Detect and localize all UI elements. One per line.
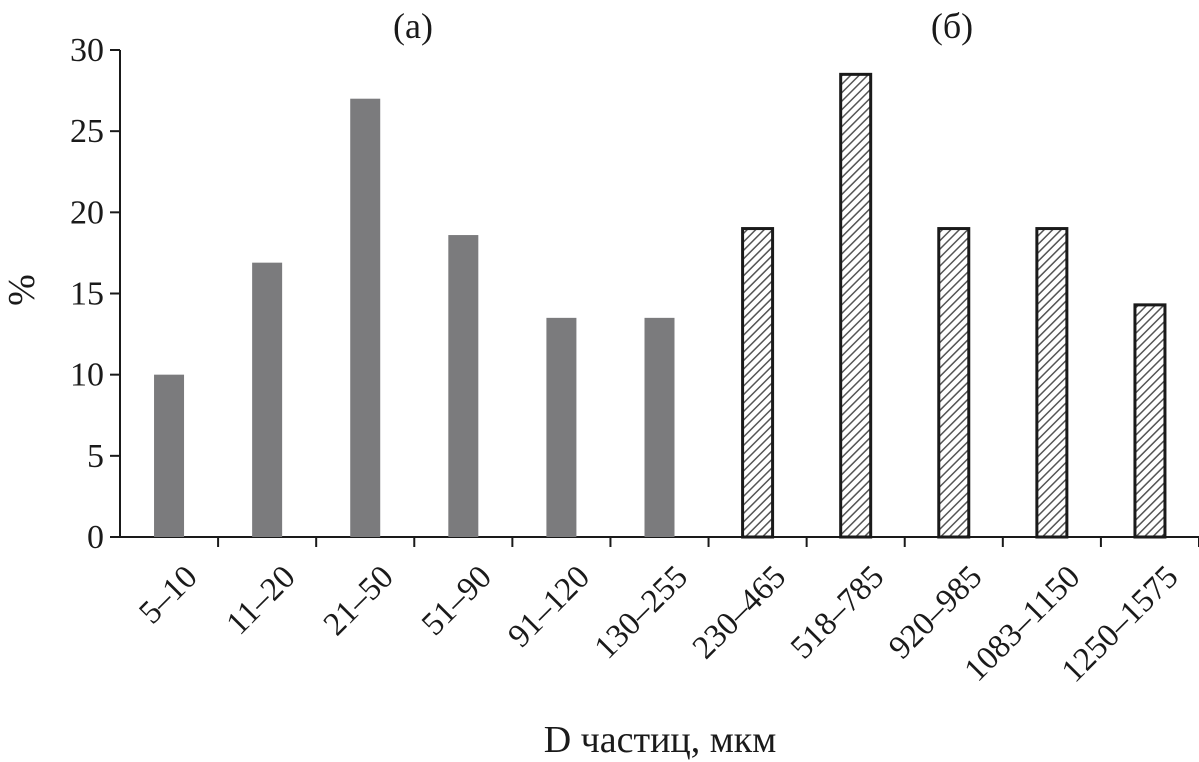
x-axis-title: D частиц, мкм bbox=[544, 719, 777, 761]
y-axis-title: % bbox=[1, 274, 43, 306]
x-axis bbox=[120, 536, 1199, 547]
y-tick-label: 15 bbox=[70, 276, 104, 313]
bar-51–90 bbox=[448, 235, 479, 537]
bar-130–255 bbox=[644, 317, 675, 537]
bar-920–985 bbox=[937, 227, 971, 539]
category-labels: 5–10 11–20 21–50 51–90 91–120130–255230–4655… bbox=[132, 559, 1185, 689]
bar-91–120 bbox=[546, 317, 577, 537]
category-label: 11–20 bbox=[220, 559, 303, 642]
category-label: 5–10 bbox=[132, 559, 204, 631]
y-axis: 0 5 10 15 20 25 30 bbox=[70, 32, 121, 556]
y-tick-label: 10 bbox=[70, 357, 104, 394]
category-label: 91–120 bbox=[501, 559, 596, 654]
bar-230–465 bbox=[741, 227, 775, 539]
bars bbox=[154, 72, 1167, 539]
panel-label-a: (а) bbox=[393, 6, 433, 46]
bar-5–10 bbox=[154, 374, 185, 537]
panel-label-b: (б) bbox=[931, 6, 973, 46]
bar-518–785 bbox=[839, 72, 873, 539]
bar-1250–1575 bbox=[1133, 303, 1167, 539]
y-tick-label: 5 bbox=[87, 438, 104, 475]
bar-1083–1150 bbox=[1035, 227, 1069, 539]
category-label: 21–50 bbox=[317, 559, 401, 643]
bar-11–20 bbox=[252, 262, 283, 537]
bar-21–50 bbox=[350, 98, 381, 537]
y-tick-label: 20 bbox=[70, 194, 104, 231]
y-tick-label: 25 bbox=[70, 113, 104, 150]
category-label: 230–465 bbox=[686, 559, 793, 666]
category-label: 518–785 bbox=[784, 559, 891, 666]
category-label: 130–255 bbox=[588, 559, 695, 666]
category-label: 51–90 bbox=[415, 559, 499, 643]
y-tick-label: 30 bbox=[70, 32, 104, 69]
y-tick-label: 0 bbox=[87, 519, 104, 556]
